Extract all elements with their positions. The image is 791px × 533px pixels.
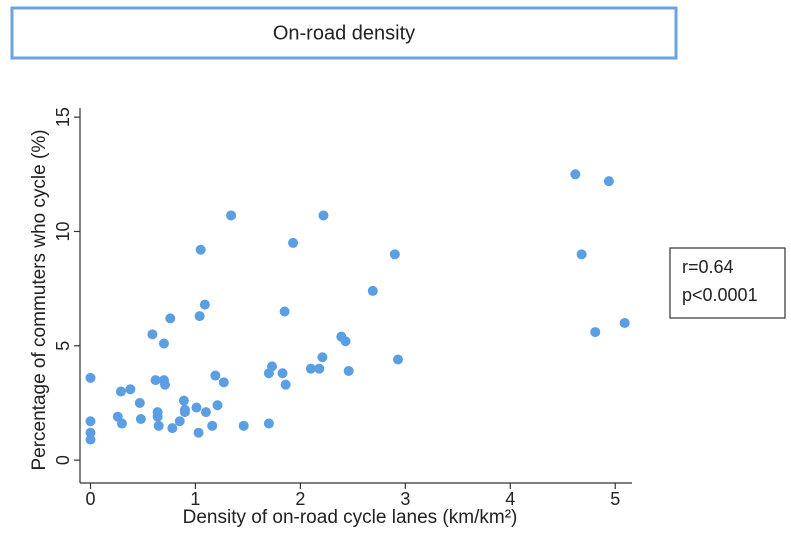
point bbox=[165, 313, 176, 324]
point bbox=[195, 244, 206, 255]
point bbox=[85, 434, 96, 445]
point bbox=[305, 363, 316, 374]
point bbox=[207, 420, 218, 431]
point bbox=[85, 372, 96, 383]
point bbox=[174, 416, 185, 427]
point bbox=[218, 377, 229, 388]
point bbox=[212, 400, 223, 411]
point bbox=[263, 418, 274, 429]
point bbox=[167, 423, 178, 434]
point bbox=[280, 379, 291, 390]
point bbox=[288, 237, 299, 248]
y-tick-label: 5 bbox=[53, 341, 73, 351]
point bbox=[158, 338, 169, 349]
annotation: r=0.64 bbox=[682, 257, 734, 277]
x-tick-label: 0 bbox=[85, 489, 95, 509]
point bbox=[135, 413, 146, 424]
x-tick-label: 2 bbox=[295, 489, 305, 509]
point bbox=[238, 420, 249, 431]
point bbox=[179, 407, 190, 418]
point bbox=[277, 368, 288, 379]
point bbox=[200, 407, 211, 418]
point bbox=[576, 249, 587, 260]
y-tick-label: 15 bbox=[53, 107, 73, 127]
point bbox=[85, 427, 96, 438]
point bbox=[134, 397, 145, 408]
point bbox=[619, 317, 630, 328]
x-tick-label: 3 bbox=[400, 489, 410, 509]
x-axis-label: Density of on-road cycle lanes (km/km²) bbox=[183, 507, 518, 528]
point bbox=[279, 306, 290, 317]
point bbox=[210, 370, 221, 381]
point bbox=[147, 329, 158, 340]
stats-box bbox=[669, 247, 786, 319]
annotation: p<0.0001 bbox=[682, 285, 758, 305]
point bbox=[115, 386, 126, 397]
title-box bbox=[10, 6, 678, 60]
x-tick-label: 1 bbox=[190, 489, 200, 509]
point bbox=[267, 361, 278, 372]
y-tick-label: 0 bbox=[53, 455, 73, 465]
point bbox=[153, 420, 164, 431]
chart-title: On-road density bbox=[273, 22, 415, 44]
point bbox=[570, 169, 581, 180]
point bbox=[226, 210, 237, 221]
point bbox=[389, 249, 400, 260]
point bbox=[152, 411, 163, 422]
point bbox=[160, 379, 171, 390]
y-axis-label: Percentage of commuters who cycle (%) bbox=[29, 129, 50, 470]
point bbox=[367, 285, 378, 296]
point bbox=[317, 352, 328, 363]
point bbox=[343, 365, 354, 376]
point bbox=[193, 427, 204, 438]
x-tick-label: 4 bbox=[505, 489, 515, 509]
point bbox=[318, 210, 329, 221]
point bbox=[178, 395, 189, 406]
point bbox=[85, 416, 96, 427]
point bbox=[199, 299, 210, 310]
point bbox=[116, 418, 127, 429]
point bbox=[314, 363, 325, 374]
point bbox=[590, 327, 601, 338]
x-tick-label: 5 bbox=[610, 489, 620, 509]
point bbox=[194, 311, 205, 322]
y-tick-label: 10 bbox=[53, 221, 73, 241]
point bbox=[340, 336, 351, 347]
point bbox=[603, 176, 614, 187]
point bbox=[150, 375, 161, 386]
point bbox=[191, 402, 202, 413]
point bbox=[125, 384, 136, 395]
point bbox=[392, 354, 403, 365]
